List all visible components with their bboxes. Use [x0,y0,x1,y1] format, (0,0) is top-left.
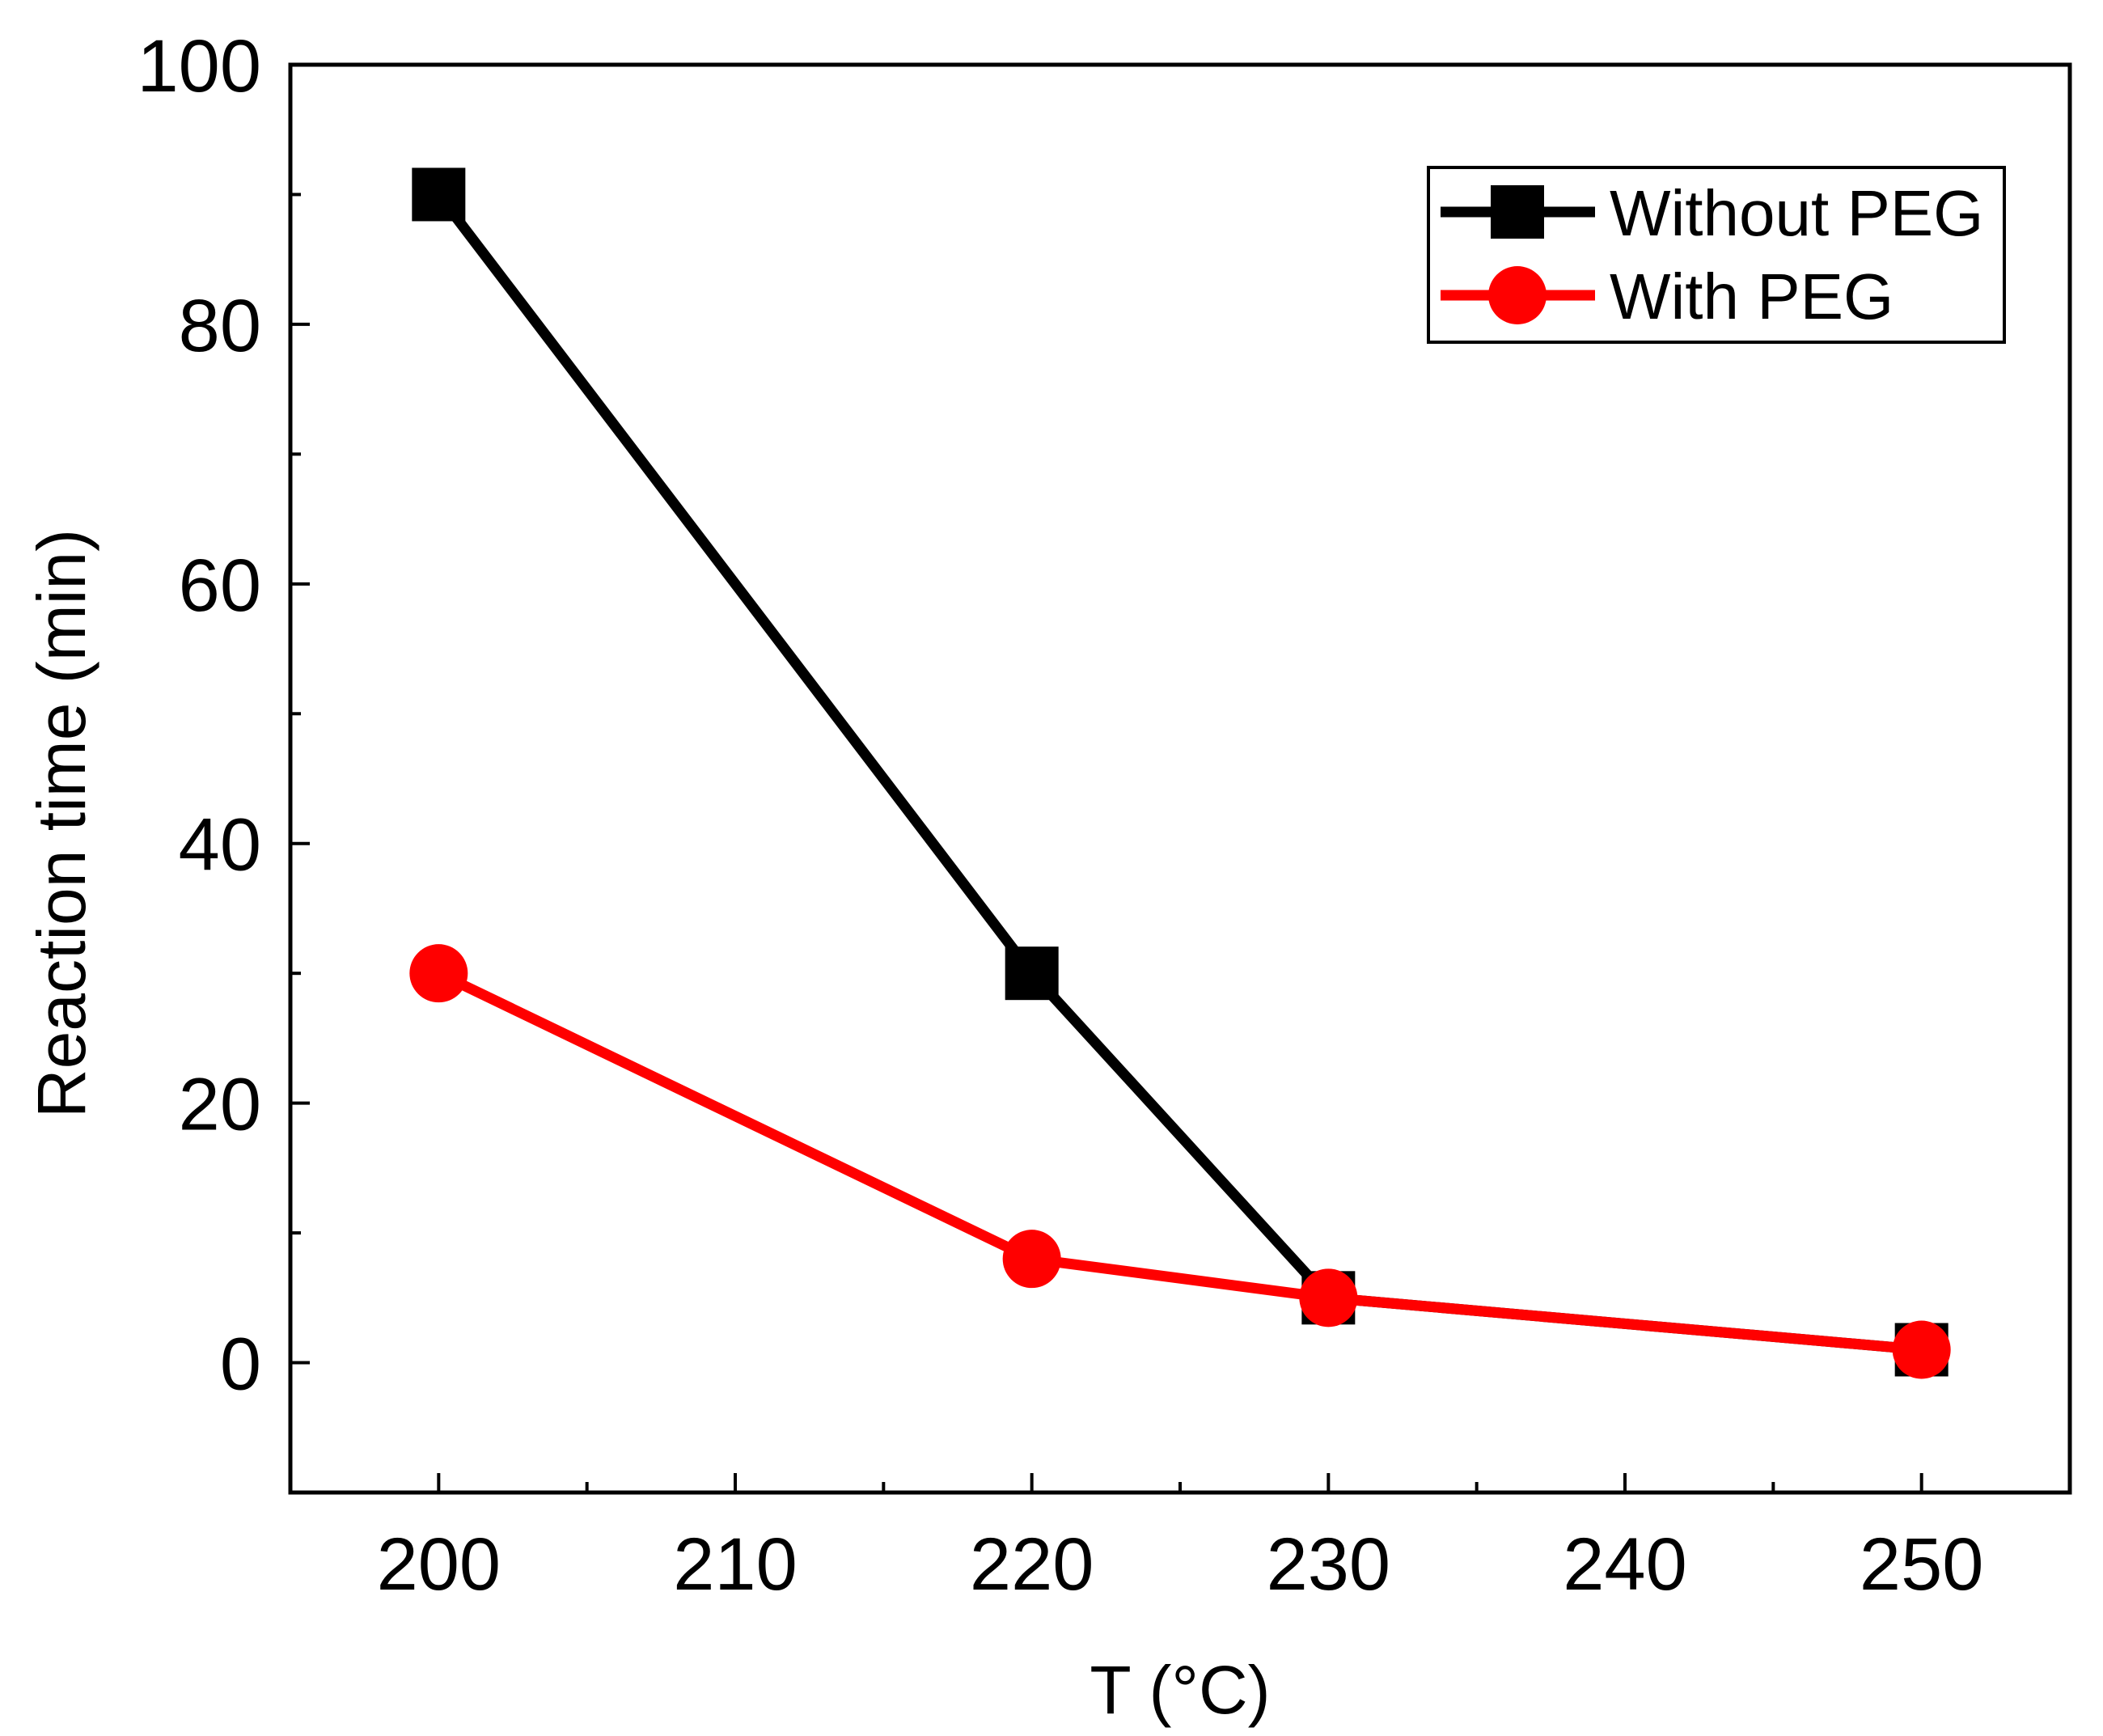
legend-marker-with-peg [1488,266,1547,324]
x-tick-label-230: 230 [1267,1523,1391,1606]
legend: Without PEG With PEG [1427,166,2006,344]
point-without-peg-200 [412,167,466,222]
x-tick-label-200: 200 [377,1523,501,1606]
x-tick-label-240: 240 [1563,1523,1687,1606]
x-axis-title: T (°C) [1090,1652,1270,1728]
y-tick-label-20: 20 [179,1064,261,1146]
y-tick-label-40: 40 [179,804,261,887]
point-without-peg-220 [1005,946,1059,1001]
series-line-with-peg [436,968,1923,1355]
legend-label-with-peg: With PEG [1610,260,1894,332]
y-tick-label-80: 80 [179,285,261,367]
y-tick-label-60: 60 [179,544,261,627]
y-axis-title: Reaction time (min) [23,529,99,1118]
plot-frame [288,62,2072,1495]
point-with-peg-250 [1892,1320,1951,1379]
y-tick-label-100: 100 [138,25,262,108]
x-tick-label-250: 250 [1860,1523,1984,1606]
y-tick-label-0: 0 [220,1323,261,1406]
point-with-peg-200 [409,944,468,1003]
point-with-peg-230 [1299,1268,1358,1327]
legend-marker-without-peg [1491,185,1544,239]
x-tick-label-210: 210 [673,1523,798,1606]
legend-label-without-peg: Without PEG [1610,177,1983,249]
tick-labels: 200 210 220 230 240 250 0 20 40 60 80 100 [138,25,1984,1606]
data-series [409,167,1951,1379]
point-with-peg-220 [1002,1230,1061,1289]
x-tick-label-220: 220 [970,1523,1094,1606]
